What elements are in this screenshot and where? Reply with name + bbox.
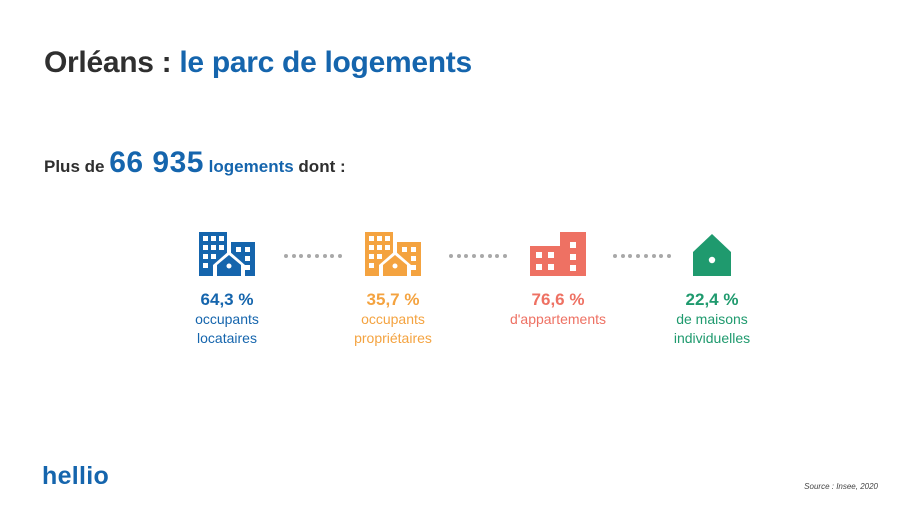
stat-owners: 35,7 % occupants propriétaires	[318, 230, 468, 348]
stat-value: 64,3 %	[200, 290, 254, 309]
stat-apartments: 76,6 % d'appartements	[483, 230, 633, 329]
stat-houses: 22,4 % de maisons individuelles	[637, 230, 787, 348]
page-title: Orléans : le parc de logements	[44, 46, 472, 80]
stat-label-line1: occupants	[361, 311, 425, 327]
title-topic: le parc de logements	[179, 46, 472, 79]
source-note: Source : Insee, 2020	[804, 482, 878, 491]
stat-label-line1: occupants	[195, 311, 259, 327]
apartment-building-house-icon	[152, 230, 302, 276]
stat-label-line1: de maisons	[676, 311, 748, 327]
dotted-separator	[613, 254, 671, 258]
housing-total-unit: logements	[203, 157, 294, 176]
dotted-separator	[284, 254, 342, 258]
apartment-building-icon	[483, 230, 633, 276]
stat-value: 35,7 %	[366, 290, 420, 309]
apartment-building-house-icon	[318, 230, 468, 276]
stat-label-line2: individuelles	[673, 330, 751, 346]
dotted-separator	[449, 254, 507, 258]
stat-tenants: 64,3 % occupants locataires	[152, 230, 302, 348]
stat-label-line2: locataires	[197, 330, 257, 346]
stat-value: 22,4 %	[685, 290, 739, 309]
housing-total: Plus de 66 935 logements dont :	[44, 146, 346, 180]
hellio-logo: hellio	[42, 462, 110, 490]
title-city: Orléans :	[44, 46, 180, 79]
housing-total-count: 66 935	[109, 146, 204, 179]
stat-label-line1: d'appartements	[509, 311, 607, 327]
house-icon	[637, 230, 787, 276]
stat-value: 76,6 %	[531, 290, 585, 309]
housing-total-suffix: dont :	[293, 157, 346, 176]
housing-total-prefix: Plus de	[44, 157, 110, 176]
stat-label-line2: propriétaires	[354, 330, 432, 346]
